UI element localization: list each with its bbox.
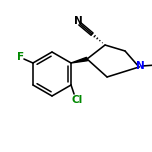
Text: F: F	[17, 52, 24, 62]
Text: N: N	[74, 16, 83, 26]
Polygon shape	[71, 57, 88, 63]
Text: Cl: Cl	[71, 95, 83, 105]
Text: N: N	[136, 61, 144, 71]
